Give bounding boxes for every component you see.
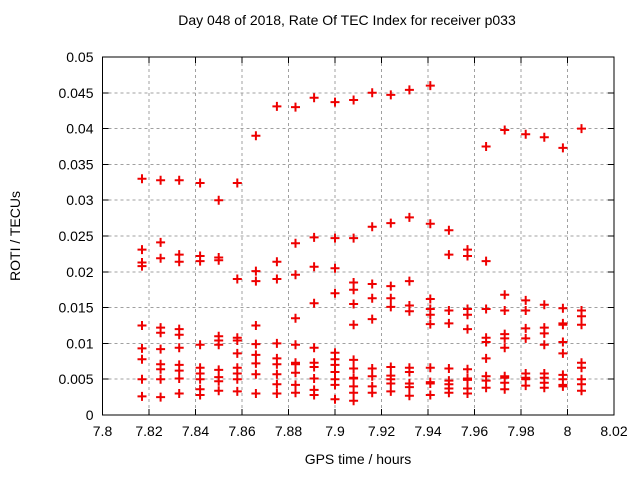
chart-title: Day 048 of 2018, Rate Of TEC Index for r… [178,12,516,28]
y-axis-label: ROTI / TECUs [7,191,23,281]
scatter-markers [137,81,586,406]
y-tick-label: 0.025 [58,228,93,244]
x-tick-label: 8 [564,423,572,439]
y-tick-label: 0.015 [58,300,93,316]
x-tick-label: 7.92 [368,423,395,439]
x-tick-label: 7.88 [275,423,302,439]
x-tick-label: 7.9 [325,423,345,439]
x-tick-label: 7.82 [135,423,162,439]
y-tick-label: 0.03 [66,192,93,208]
y-tick-label: 0.02 [66,264,93,280]
y-tick-label: 0 [86,407,94,423]
x-tick-label: 7.98 [507,423,534,439]
x-tick-label: 7.94 [414,423,441,439]
x-tick-label: 7.96 [461,423,488,439]
y-tick-label: 0.01 [66,335,93,351]
y-tick-label: 0.04 [66,121,93,137]
x-tick-label: 8.02 [600,423,627,439]
plot-border [102,56,615,416]
x-tick-label: 7.86 [228,423,255,439]
x-axis-label: GPS time / hours [304,451,412,467]
x-tick-label: 7.8 [93,423,113,439]
y-tick-label: 0.005 [58,371,93,387]
y-tick-label: 0.035 [58,156,93,172]
y-tick-label: 0.05 [66,49,93,65]
x-tick-label: 7.84 [182,423,209,439]
y-tick-label: 0.045 [58,85,93,101]
grid-lines [102,57,614,415]
